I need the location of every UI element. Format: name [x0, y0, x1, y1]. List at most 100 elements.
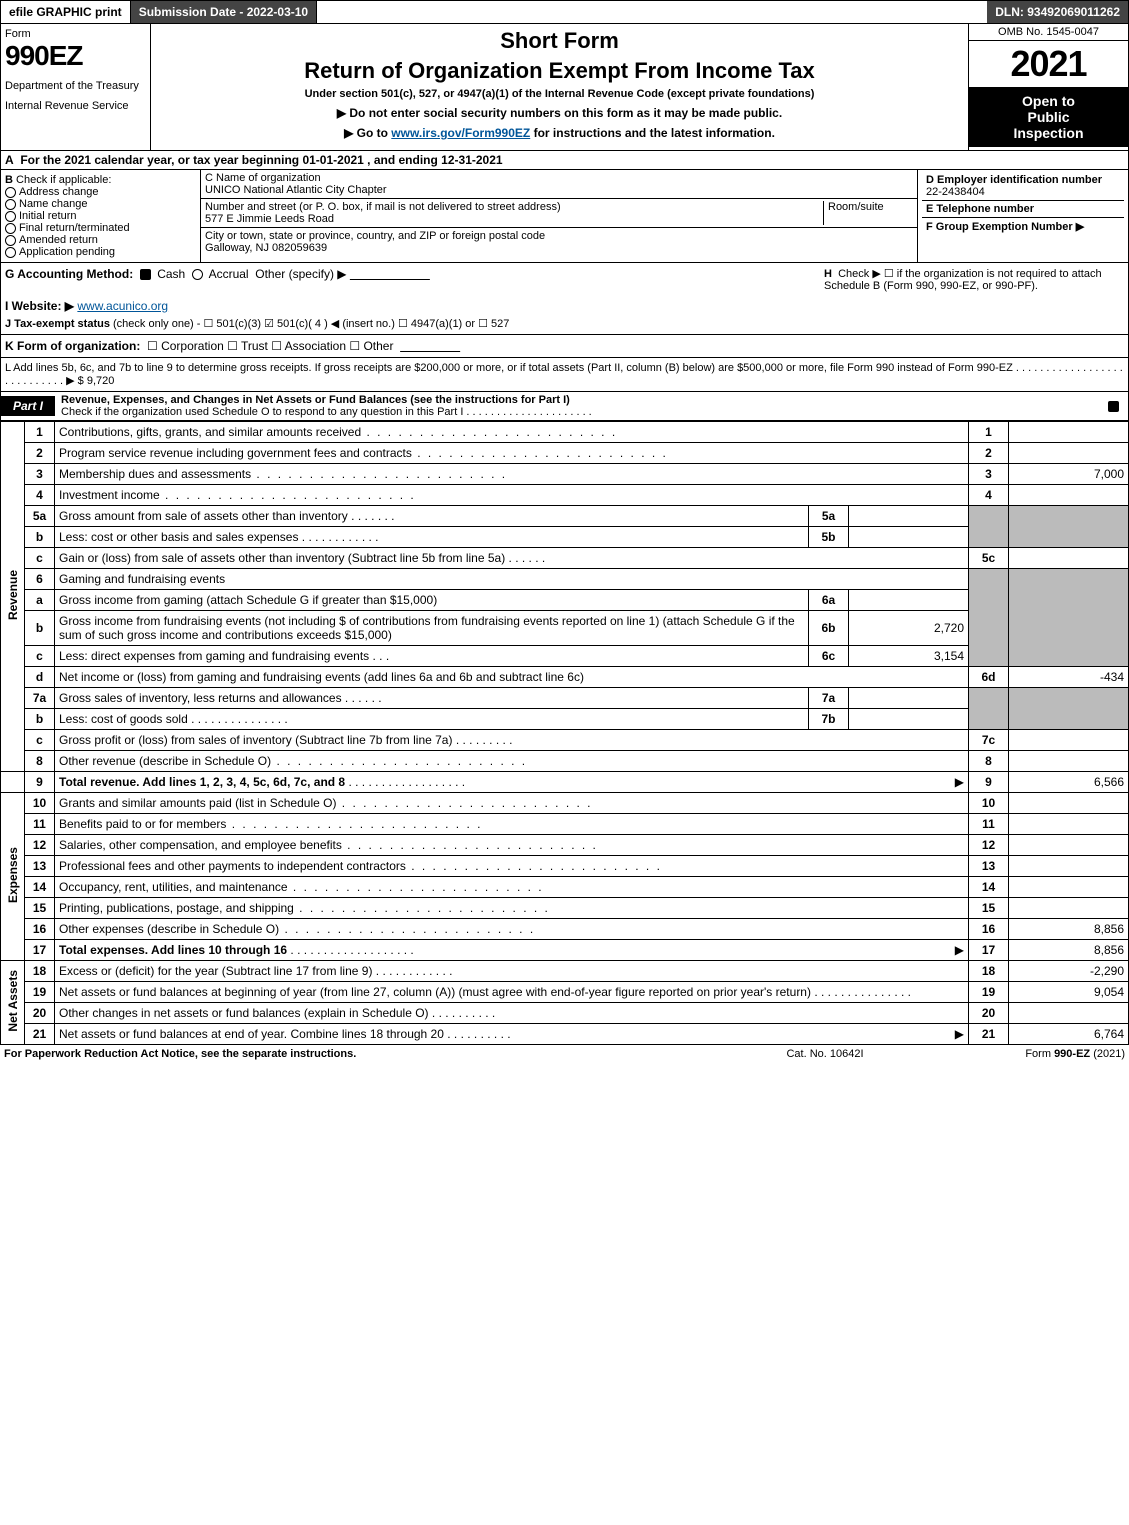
ln20-num: 20 [25, 1003, 55, 1024]
ln20-rn: 20 [969, 1003, 1009, 1024]
k-opts: ☐ Corporation ☐ Trust ☐ Association ☐ Ot… [147, 339, 393, 353]
ln12-rn: 12 [969, 835, 1009, 856]
chk-final-return[interactable] [5, 223, 16, 234]
ln5b-desc: Less: cost or other basis and sales expe… [55, 527, 809, 548]
ln5b-num: b [25, 527, 55, 548]
ln3-rn: 3 [969, 464, 1009, 485]
ln3-num: 3 [25, 464, 55, 485]
omb-number: OMB No. 1545-0047 [969, 24, 1128, 41]
ln6a-desc: Gross income from gaming (attach Schedul… [55, 590, 809, 611]
instr-goto: ▶ Go to www.irs.gov/Form990EZ for instru… [155, 126, 964, 140]
ln21-num: 21 [25, 1024, 55, 1045]
section-a: A For the 2021 calendar year, or tax yea… [0, 151, 1129, 170]
l-amount: 9,720 [87, 375, 115, 387]
ln7a-num: 7a [25, 688, 55, 709]
irs-link[interactable]: www.irs.gov/Form990EZ [391, 126, 530, 140]
chk-accrual[interactable] [192, 269, 203, 280]
opt-address-change: Address change [19, 186, 99, 198]
ln9-desc: Total revenue. Add lines 1, 2, 3, 4, 5c,… [55, 772, 969, 793]
ln2-val [1009, 443, 1129, 464]
ln3-desc: Membership dues and assessments [55, 464, 969, 485]
ln6a-sv [849, 590, 969, 611]
ln5a-desc: Gross amount from sale of assets other t… [55, 506, 809, 527]
ln20-val [1009, 1003, 1129, 1024]
ln18-val: -2,290 [1009, 961, 1129, 982]
instr-goto-post: for instructions and the latest informat… [530, 126, 775, 140]
side-revenue: Revenue [1, 422, 25, 772]
k-label: K Form of organization: [5, 339, 140, 353]
ln4-num: 4 [25, 485, 55, 506]
i-label: I Website: ▶ [5, 299, 74, 313]
ln7b-num: b [25, 709, 55, 730]
ln19-num: 19 [25, 982, 55, 1003]
ln17-val: 8,856 [1009, 940, 1129, 961]
website-link[interactable]: www.acunico.org [77, 299, 168, 313]
chk-schedule-o-part-i[interactable] [1108, 401, 1119, 412]
c-street: 577 E Jimmie Leeds Road [205, 213, 334, 225]
part-i-check-text: Check if the organization used Schedule … [61, 406, 463, 418]
open-line3: Inspection [973, 125, 1124, 141]
submission-date: Submission Date - 2022-03-10 [131, 1, 317, 23]
ln12-val [1009, 835, 1129, 856]
chk-initial-return[interactable] [5, 211, 16, 222]
instr-ssn: ▶ Do not enter social security numbers o… [155, 106, 964, 120]
ln7c-num: c [25, 730, 55, 751]
ln6-desc: Gaming and fundraising events [55, 569, 969, 590]
ln20-desc: Other changes in net assets or fund bala… [55, 1003, 969, 1024]
opt-initial-return: Initial return [19, 210, 76, 222]
ln5a-sv [849, 506, 969, 527]
ln6b-sv: 2,720 [849, 611, 969, 646]
ln6d-rn: 6d [969, 667, 1009, 688]
g-cash: Cash [157, 267, 185, 281]
chk-address-change[interactable] [5, 187, 16, 198]
instr-goto-pre: ▶ Go to [344, 126, 391, 140]
c-org-name: UNICO National Atlantic City Chapter [205, 184, 387, 196]
ln5a-num: 5a [25, 506, 55, 527]
ln6a-sn: 6a [809, 590, 849, 611]
ln14-val [1009, 877, 1129, 898]
ln13-desc: Professional fees and other payments to … [55, 856, 969, 877]
footer-right: Form 990-EZ (2021) [925, 1048, 1125, 1060]
a-prefix: A [5, 153, 17, 167]
ln10-num: 10 [25, 793, 55, 814]
ln17-num: 17 [25, 940, 55, 961]
ln7c-desc: Gross profit or (loss) from sales of inv… [55, 730, 969, 751]
ln10-desc: Grants and similar amounts paid (list in… [55, 793, 969, 814]
form-title: Return of Organization Exempt From Incom… [155, 58, 964, 84]
c-city-label: City or town, state or province, country… [205, 230, 545, 242]
ln7c-val [1009, 730, 1129, 751]
ln16-rn: 16 [969, 919, 1009, 940]
chk-amended-return[interactable] [5, 235, 16, 246]
lines-table: Revenue 1 Contributions, gifts, grants, … [0, 421, 1129, 1045]
short-form-label: Short Form [155, 28, 964, 54]
chk-name-change[interactable] [5, 199, 16, 210]
f-group-exemption: F Group Exemption Number ▶ [926, 221, 1084, 233]
ln6d-num: d [25, 667, 55, 688]
opt-application-pending: Application pending [19, 246, 115, 258]
ln4-rn: 4 [969, 485, 1009, 506]
ln6b-sn: 6b [809, 611, 849, 646]
a-text: For the 2021 calendar year, or tax year … [20, 153, 502, 167]
ln6d-val: -434 [1009, 667, 1129, 688]
form-number: 990EZ [5, 40, 146, 72]
ln8-desc: Other revenue (describe in Schedule O) [55, 751, 969, 772]
ln21-desc: Net assets or fund balances at end of ye… [55, 1024, 969, 1045]
section-def: D Employer identification number 22-2438… [918, 170, 1128, 262]
ln21-val: 6,764 [1009, 1024, 1129, 1045]
efile-label[interactable]: efile GRAPHIC print [1, 1, 131, 23]
chk-application-pending[interactable] [5, 247, 16, 258]
g-other: Other (specify) ▶ [255, 267, 346, 281]
ln5c-desc: Gain or (loss) from sale of assets other… [55, 548, 969, 569]
l-text: L Add lines 5b, 6c, and 7b to line 9 to … [5, 362, 1123, 387]
section-c: C Name of organization UNICO National At… [201, 170, 918, 262]
chk-cash[interactable] [140, 269, 151, 280]
ln18-num: 18 [25, 961, 55, 982]
part-i-title-bold: Revenue, Expenses, and Changes in Net As… [61, 394, 570, 406]
ln6-num: 6 [25, 569, 55, 590]
ln21-rn: 21 [969, 1024, 1009, 1045]
ln13-rn: 13 [969, 856, 1009, 877]
ln19-rn: 19 [969, 982, 1009, 1003]
c-city: Galloway, NJ 082059639 [205, 242, 327, 254]
part-i-header: Part I Revenue, Expenses, and Changes in… [0, 392, 1129, 421]
j-hint: (check only one) - ☐ 501(c)(3) ☑ 501(c)(… [113, 318, 509, 330]
